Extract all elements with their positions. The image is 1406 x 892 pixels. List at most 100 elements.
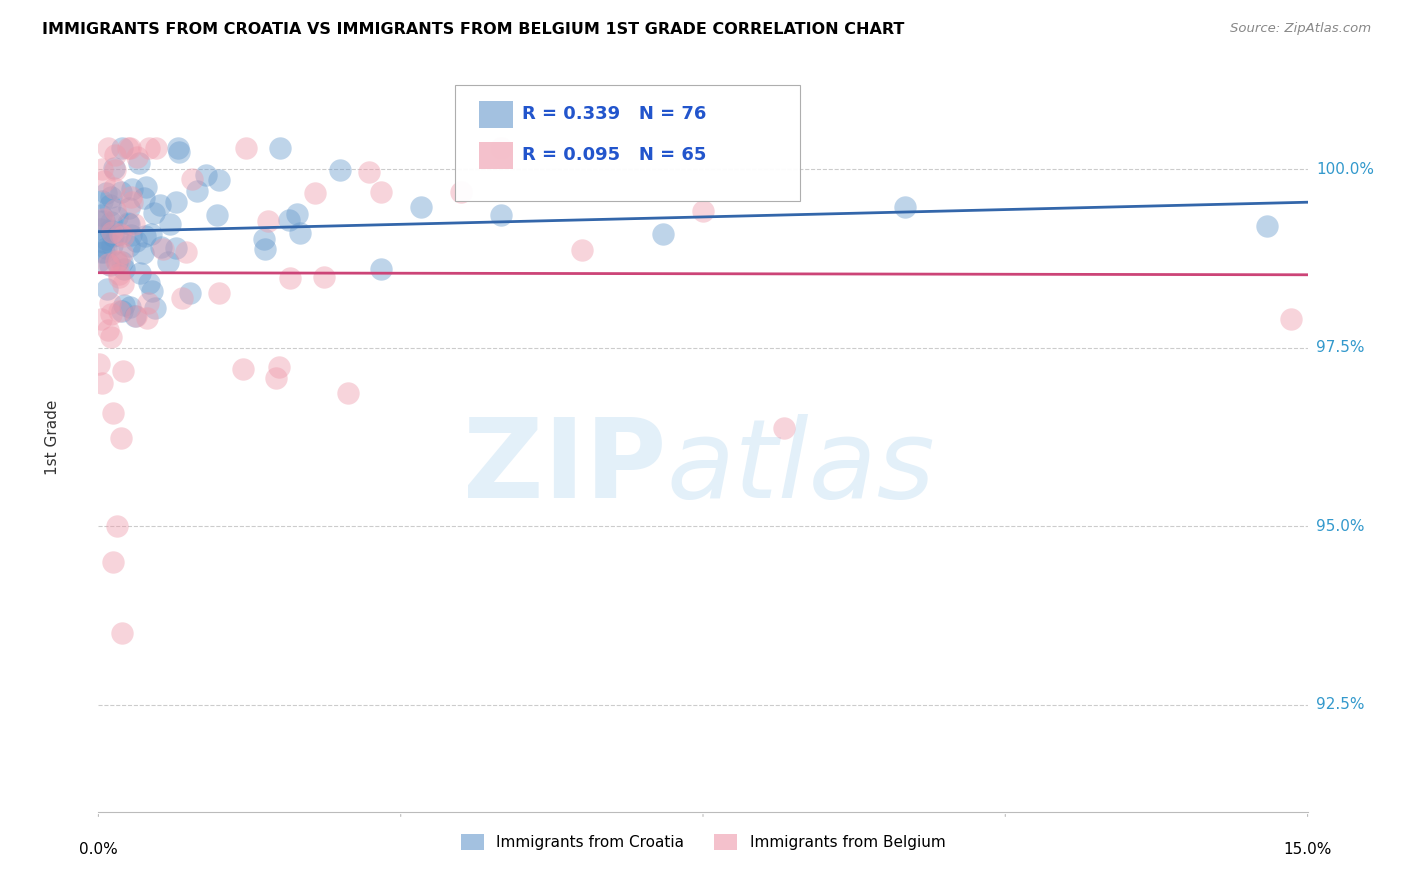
Point [150,239,173,253]
Text: 92.5%: 92.5% [1316,698,1364,712]
Legend: Immigrants from Croatia, Immigrants from Belgium: Immigrants from Croatia, Immigrants from… [454,829,952,856]
Point [138,277,160,291]
Point [232,362,254,376]
Point [134,229,156,244]
Point [118,141,141,155]
Point [128,266,150,280]
Point [145,141,167,155]
Point [94,232,117,246]
Point [103,181,125,195]
Point [288,227,311,241]
Point [277,212,299,227]
Point [149,198,172,212]
Point [124,217,146,231]
Point [93,244,115,259]
Point [186,184,208,198]
Point [105,255,128,269]
Text: R = 0.339   N = 76: R = 0.339 N = 76 [522,105,706,123]
Point [208,173,231,187]
Point [101,555,124,569]
Point [166,141,188,155]
Point [103,406,125,420]
Point [121,194,143,209]
Point [100,190,122,204]
Point [98,222,121,236]
Point [132,245,155,260]
Point [450,185,472,199]
Point [314,270,336,285]
Point [132,191,155,205]
Point [91,194,114,208]
Point [174,245,197,260]
Point [651,227,673,241]
Point [170,291,193,305]
Point [97,323,120,337]
Point [96,282,118,296]
FancyBboxPatch shape [456,85,800,201]
Point [103,161,125,175]
Point [370,262,392,277]
Point [118,217,141,231]
Point [104,162,127,177]
Point [165,195,187,210]
Point [105,227,128,242]
Text: IMMIGRANTS FROM CROATIA VS IMMIGRANTS FROM BELGIUM 1ST GRADE CORRELATION CHART: IMMIGRANTS FROM CROATIA VS IMMIGRANTS FR… [42,22,904,37]
Point [125,234,148,248]
Point [167,145,190,160]
Point [125,150,148,164]
Point [104,148,127,162]
Point [104,253,127,268]
Point [98,258,121,272]
Point [118,201,141,215]
Point [100,330,122,344]
Point [105,211,128,225]
Point [112,228,135,243]
Point [97,141,120,155]
Text: 0.0%: 0.0% [79,842,118,857]
Point [128,156,150,170]
Text: atlas: atlas [666,414,935,521]
Point [409,200,432,214]
Point [269,141,291,155]
Point [141,227,163,241]
Point [112,277,135,291]
Point [491,141,513,155]
Point [93,214,115,228]
Point [91,376,114,390]
Point [124,309,146,323]
Point [94,241,117,255]
Point [96,186,118,201]
Point [893,200,915,214]
Point [287,207,309,221]
Point [304,186,326,201]
Point [1281,312,1303,326]
Point [1256,219,1278,234]
Point [103,228,125,243]
Point [135,180,157,194]
Point [692,204,714,219]
Point [329,163,352,178]
Point [101,237,124,252]
Text: 95.0%: 95.0% [1316,519,1364,533]
Point [136,310,159,325]
Text: ZIP: ZIP [464,414,666,521]
Point [100,214,122,228]
Point [87,214,110,228]
Point [93,174,115,188]
Point [111,255,134,269]
Point [156,254,179,268]
Point [110,141,132,155]
Point [93,211,115,226]
Point [97,257,120,271]
Text: 97.5%: 97.5% [1316,341,1364,355]
Point [98,198,121,212]
Point [278,271,301,285]
Point [152,242,174,256]
Point [110,245,132,260]
Point [90,209,112,223]
Point [141,284,163,298]
Point [108,269,131,284]
Point [118,239,141,253]
FancyBboxPatch shape [479,101,513,128]
FancyBboxPatch shape [479,142,513,169]
